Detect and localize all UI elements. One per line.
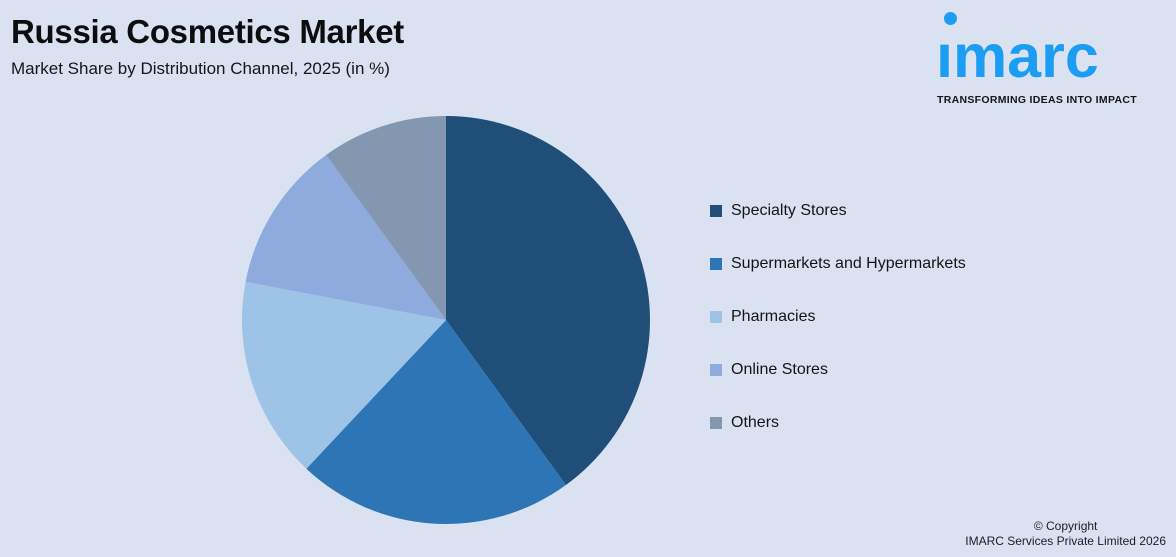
pie-slice-0 [446,116,650,486]
legend-label: Supermarkets and Hypermarkets [731,255,966,272]
legend-swatch-icon [710,417,722,429]
legend-swatch-icon [710,364,722,376]
chart-header: Russia Cosmetics Market Market Share by … [11,12,404,80]
legend-item: Others [710,412,966,434]
legend-item: Pharmacies [710,306,966,328]
pie-slice-2 [242,281,446,469]
legend-item: Supermarkets and Hypermarkets [710,253,966,275]
legend-item: Specialty Stores [710,200,966,222]
legend: Specialty Stores Supermarkets and Hyperma… [710,200,966,465]
legend-label: Pharmacies [731,308,816,325]
legend-label: Others [731,414,780,431]
logo-wordmark: ımarc [936,22,1099,90]
pie-slice-4 [326,116,446,320]
pie-chart [242,116,650,524]
page-subtitle: Market Share by Distribution Channel, 20… [11,59,390,78]
copyright-notice: © Copyright IMARC Services Private Limit… [965,519,1166,549]
logo-tagline: TRANSFORMING IDEAS INTO IMPACT [937,94,1137,106]
legend-swatch-icon [710,205,722,217]
pie-chart-container [242,116,650,524]
logo-dot-icon [944,12,957,25]
page-title: Russia Cosmetics Market [11,13,404,50]
legend-label: Specialty Stores [731,202,847,219]
legend-swatch-icon [710,258,722,270]
legend-item: Online Stores [710,359,966,381]
copyright-line2: IMARC Services Private Limited 2026 [965,534,1166,548]
imarc-logo: ımarc TRANSFORMING IDEAS INTO IMPACT [934,6,1174,110]
legend-swatch-icon [710,311,722,323]
pie-slice-3 [245,154,446,320]
legend-label: Online Stores [731,361,828,378]
pie-slice-1 [306,320,566,524]
copyright-line1: © Copyright [1033,519,1098,533]
